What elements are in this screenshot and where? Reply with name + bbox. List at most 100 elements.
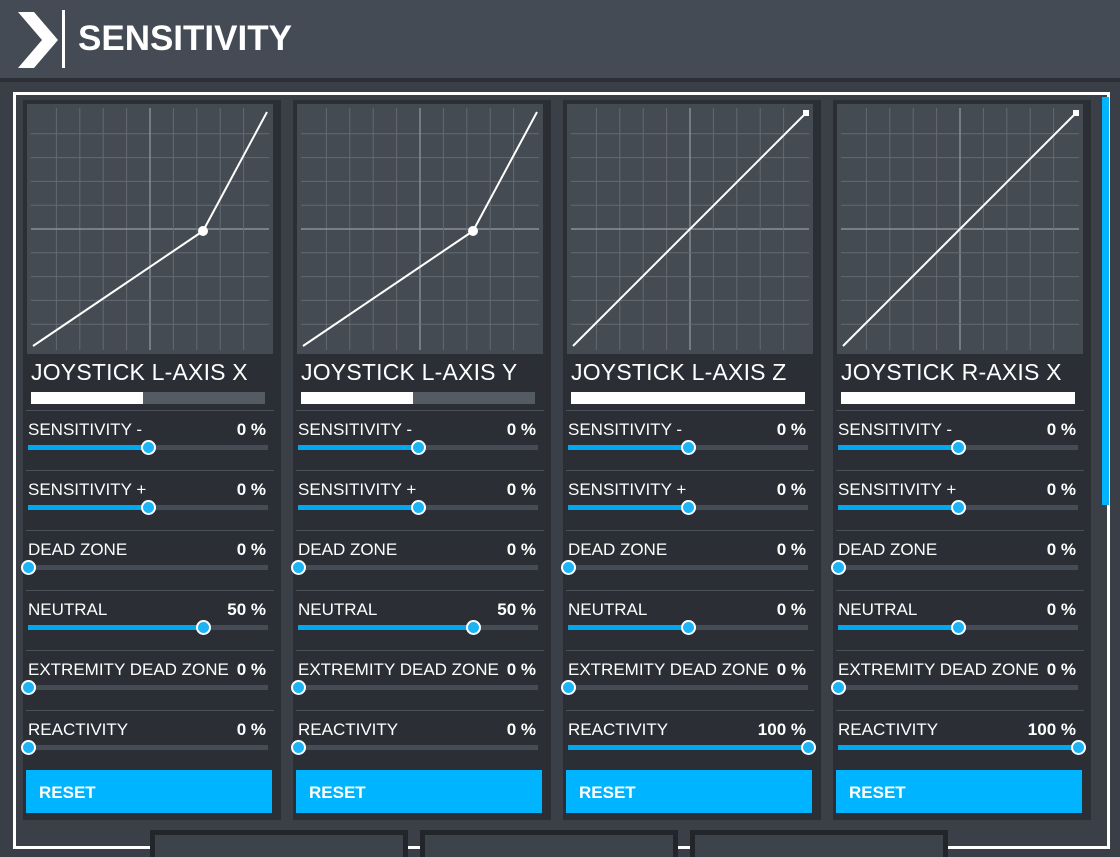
slider-row: DEAD ZONE 0 % <box>831 530 1084 590</box>
slider-label: EXTREMITY DEAD ZONE <box>298 660 499 679</box>
page-title: SENSITIVITY <box>78 19 292 58</box>
slider-value: 0 % <box>506 660 536 679</box>
slider-handle[interactable] <box>831 680 846 695</box>
slider-track[interactable] <box>831 680 1078 695</box>
row-divider <box>26 470 274 471</box>
slider-value: 0 % <box>776 480 806 499</box>
row-divider <box>836 650 1084 651</box>
slider-handle[interactable] <box>466 620 482 635</box>
row-divider <box>836 410 1084 411</box>
slider-row: SENSITIVITY - 0 % <box>566 410 814 470</box>
slider-track[interactable] <box>298 620 538 635</box>
slider-value: 0 % <box>506 480 536 499</box>
slider-label: DEAD ZONE <box>298 540 398 559</box>
slider-track[interactable] <box>831 560 1078 575</box>
slider-value: 0 % <box>776 540 806 559</box>
slider-label: SENSITIVITY + <box>298 480 417 499</box>
slider-handle[interactable] <box>21 560 36 575</box>
slider-track[interactable] <box>28 440 268 455</box>
slider-row: REACTIVITY 100 % <box>566 710 816 770</box>
slider-value: 0 % <box>506 420 536 439</box>
slider-handle[interactable] <box>141 500 156 515</box>
slider-track[interactable] <box>838 620 1078 635</box>
slider-track[interactable] <box>291 560 538 575</box>
response-curve-graph <box>297 104 543 354</box>
slider-track[interactable] <box>568 440 808 455</box>
slider-label: SENSITIVITY + <box>838 480 957 499</box>
slider-handle[interactable] <box>411 500 426 515</box>
slider-row: DEAD ZONE 0 % <box>561 530 814 590</box>
slider-track[interactable] <box>28 500 268 515</box>
next-panel-preview <box>150 830 408 857</box>
axis-panel: JOYSTICK R-AXIS X SENSITIVITY - 0 % SENS… <box>831 100 1091 820</box>
reset-button[interactable]: RESET <box>836 770 1082 813</box>
slider-track[interactable] <box>298 500 538 515</box>
slider-row: EXTREMITY DEAD ZONE 0 % <box>21 650 274 710</box>
slider-value: 0 % <box>776 420 806 439</box>
slider-row: SENSITIVITY + 0 % <box>296 470 544 530</box>
slider-handle[interactable] <box>801 740 816 755</box>
row-divider <box>296 470 544 471</box>
slider-handle[interactable] <box>21 740 36 755</box>
slider-track[interactable] <box>298 440 538 455</box>
row-divider <box>836 590 1084 591</box>
slider-row: DEAD ZONE 0 % <box>291 530 544 590</box>
slider-track[interactable] <box>568 740 816 755</box>
slider-handle[interactable] <box>291 740 306 755</box>
slider-label: SENSITIVITY - <box>298 420 412 439</box>
axis-name: JOYSTICK L-AXIS X <box>31 359 248 385</box>
slider-track[interactable] <box>561 680 808 695</box>
slider-handle[interactable] <box>291 560 306 575</box>
slider-handle[interactable] <box>681 500 696 515</box>
axis-input-bar <box>301 392 535 404</box>
slider-track[interactable] <box>568 500 808 515</box>
slider-row: SENSITIVITY + 0 % <box>26 470 274 530</box>
curve-node <box>198 226 208 236</box>
slider-track[interactable] <box>561 560 808 575</box>
slider-track[interactable] <box>28 620 268 635</box>
slider-track[interactable] <box>838 500 1078 515</box>
slider-handle[interactable] <box>196 620 212 635</box>
slider-handle[interactable] <box>831 560 846 575</box>
slider-handle[interactable] <box>561 560 576 575</box>
slider-handle[interactable] <box>561 680 576 695</box>
curve-node <box>468 226 478 236</box>
axis-panel: JOYSTICK L-AXIS Y SENSITIVITY - 0 % SENS… <box>291 100 551 820</box>
row-divider <box>296 710 544 711</box>
slider-handle[interactable] <box>141 440 156 455</box>
slider-track[interactable] <box>291 680 538 695</box>
slider-handle[interactable] <box>681 620 696 635</box>
row-divider <box>26 710 274 711</box>
slider-handle[interactable] <box>411 440 426 455</box>
slider-value: 50 % <box>227 600 266 619</box>
slider-track[interactable] <box>291 740 538 755</box>
scrollbar[interactable] <box>1102 97 1109 505</box>
slider-value: 0 % <box>776 600 806 619</box>
slider-track[interactable] <box>838 740 1086 755</box>
row-divider <box>566 650 814 651</box>
slider-handle[interactable] <box>291 680 306 695</box>
slider-track[interactable] <box>21 740 268 755</box>
slider-handle[interactable] <box>951 500 966 515</box>
slider-handle[interactable] <box>1071 740 1086 755</box>
slider-handle[interactable] <box>681 440 696 455</box>
slider-track[interactable] <box>21 680 268 695</box>
reset-button[interactable]: RESET <box>566 770 812 813</box>
reset-button[interactable]: RESET <box>26 770 272 813</box>
slider-label: NEUTRAL <box>28 600 108 619</box>
row-divider <box>566 410 814 411</box>
slider-handle[interactable] <box>21 680 36 695</box>
slider-track[interactable] <box>568 620 808 635</box>
reset-button[interactable]: RESET <box>296 770 542 813</box>
slider-track[interactable] <box>21 560 268 575</box>
row-divider <box>296 410 544 411</box>
row-divider <box>26 410 274 411</box>
slider-handle[interactable] <box>951 620 966 635</box>
header-divider <box>62 10 65 68</box>
slider-track[interactable] <box>838 440 1078 455</box>
slider-handle[interactable] <box>951 440 966 455</box>
axis-input-bar <box>841 392 1075 404</box>
row-divider <box>566 590 814 591</box>
back-chevron-icon[interactable] <box>18 12 58 68</box>
curve-endpoint <box>1073 110 1079 116</box>
